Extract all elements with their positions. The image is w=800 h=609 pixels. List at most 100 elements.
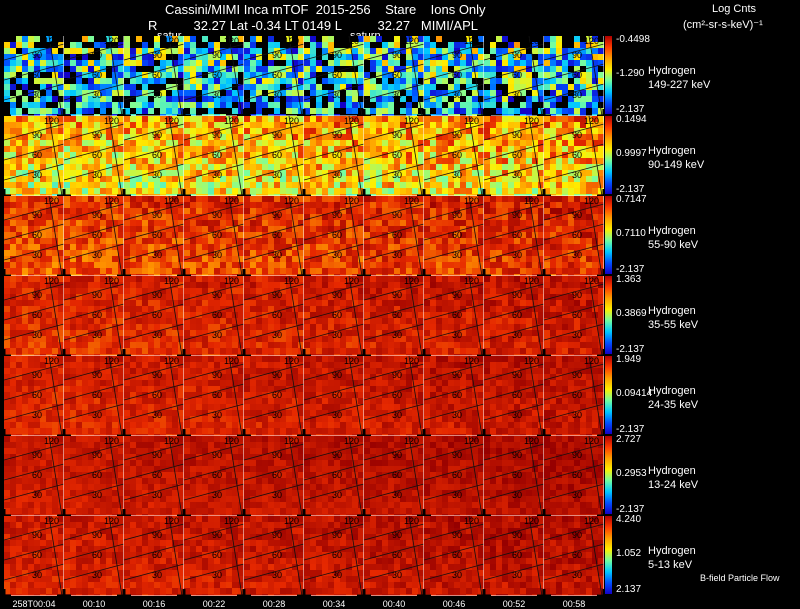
pixel [424, 140, 430, 146]
pixel [196, 48, 202, 54]
pixel [514, 238, 520, 244]
pixel [550, 176, 556, 182]
pixel [472, 146, 478, 152]
pixel [88, 42, 94, 48]
pixel [508, 48, 514, 54]
pixel [580, 54, 586, 60]
pixel [184, 250, 190, 256]
pixel [280, 146, 286, 152]
pixel [394, 108, 400, 114]
pixel [112, 336, 118, 342]
pixel [112, 90, 118, 96]
pitch-angle-contour [228, 195, 243, 277]
pixel [166, 152, 172, 158]
contour-label: 30 [32, 250, 42, 260]
pixel [502, 128, 508, 134]
pixel [172, 336, 178, 342]
pixel [424, 102, 430, 108]
pixel [370, 102, 376, 108]
pixel [280, 66, 286, 72]
pixel [514, 188, 520, 194]
pixel [202, 72, 208, 78]
pixel [40, 134, 46, 140]
pixel [34, 60, 40, 66]
pixel [358, 96, 364, 102]
pixel [328, 238, 334, 244]
pixel [424, 42, 430, 48]
pixel [28, 128, 34, 134]
pixel [310, 48, 316, 54]
pixel [256, 226, 262, 232]
pixel [4, 312, 10, 318]
pitch-angle-contour [168, 115, 183, 197]
pixel [238, 128, 244, 134]
pixel [562, 54, 568, 60]
pixel [28, 244, 34, 250]
pixel [502, 208, 508, 214]
pixel [598, 214, 604, 220]
pixel [514, 84, 520, 90]
pixel [448, 158, 454, 164]
pixel [238, 196, 244, 202]
pixel [340, 202, 346, 208]
pixel [400, 256, 406, 262]
pixel [190, 36, 196, 42]
pixel [76, 282, 82, 288]
pixel [496, 134, 502, 140]
pixel [358, 36, 364, 42]
pixel [22, 182, 28, 188]
pixel [328, 182, 334, 188]
pixel [526, 182, 532, 188]
pixel [556, 158, 562, 164]
pixel [118, 164, 124, 170]
pixel [178, 128, 184, 134]
pixel [28, 134, 34, 140]
pixel [88, 306, 94, 312]
pixel [94, 214, 100, 220]
pixel [556, 262, 562, 268]
pixel [280, 220, 286, 226]
pixel [484, 146, 490, 152]
pitch-angle-contour [483, 63, 545, 81]
pixel [28, 60, 34, 66]
contour-label: 120 [44, 196, 59, 206]
pixel [418, 128, 424, 134]
pixel [484, 84, 490, 90]
pixel [238, 250, 244, 256]
pixel [388, 96, 394, 102]
pixel [574, 66, 580, 72]
pixel [478, 220, 484, 226]
pixel [46, 42, 52, 48]
pixel [460, 36, 466, 42]
pixel [232, 262, 238, 268]
pixel [100, 146, 106, 152]
pixel [454, 196, 460, 202]
pixel [52, 294, 58, 300]
pixel [574, 214, 580, 220]
pixel [4, 288, 10, 294]
pixel [70, 140, 76, 146]
pixel [418, 226, 424, 232]
pixel [406, 176, 412, 182]
pixel [490, 208, 496, 214]
contour-label: 120 [344, 196, 359, 206]
pixel [40, 196, 46, 202]
pitch-angle-contour [303, 223, 365, 241]
pixel [184, 140, 190, 146]
pixel [382, 268, 388, 274]
pixel [496, 214, 502, 220]
pixel [124, 182, 130, 188]
pixel [442, 196, 448, 202]
pixel [232, 208, 238, 214]
pixel [88, 182, 94, 188]
pixel [394, 96, 400, 102]
pixel [448, 262, 454, 268]
pixel [352, 60, 358, 66]
pixel [568, 60, 574, 66]
pixel [334, 268, 340, 274]
pixel [262, 108, 268, 114]
pixel [166, 330, 172, 336]
pixel [280, 208, 286, 214]
pixel [340, 78, 346, 84]
pixel [106, 146, 112, 152]
